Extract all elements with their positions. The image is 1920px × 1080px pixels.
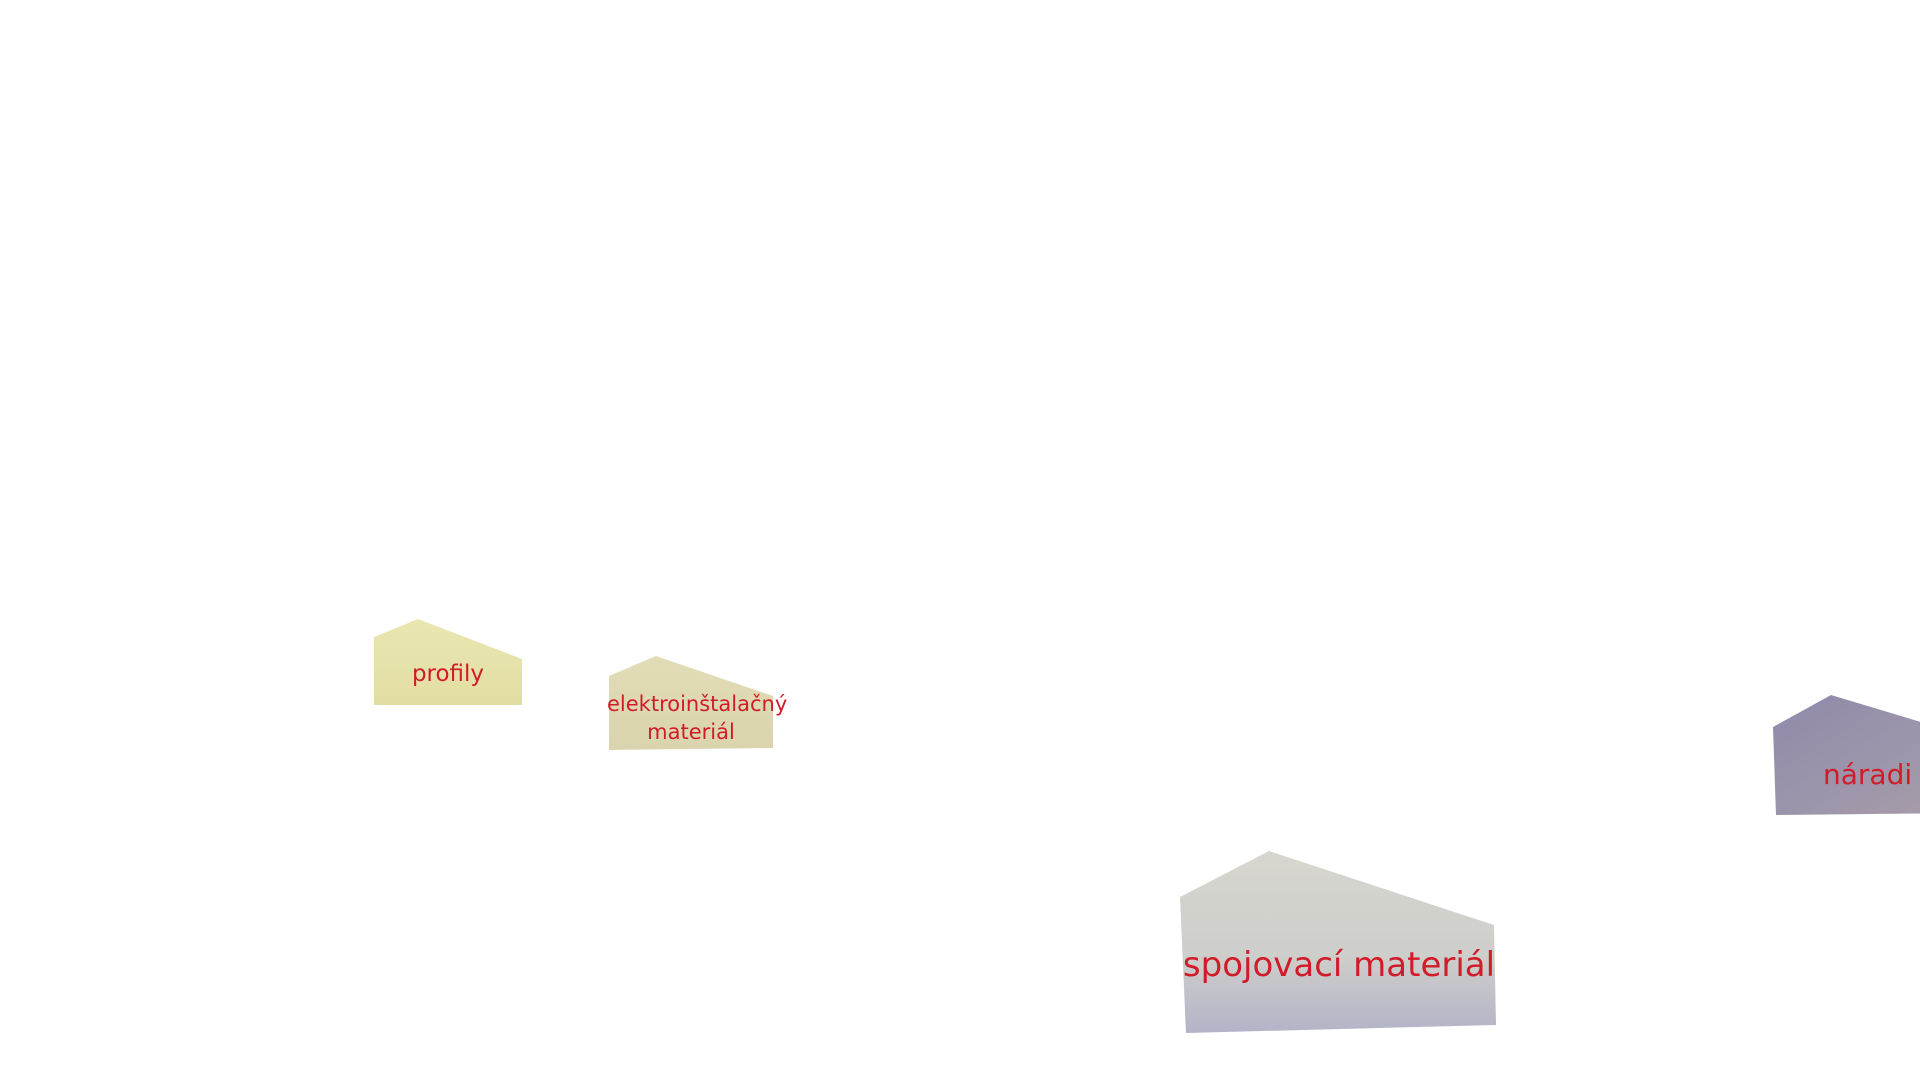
sign-label-elektro-line1: elektroinštalačný	[607, 692, 788, 716]
sign-label-elektro-line2: materiál	[647, 719, 735, 744]
house-shape-profily	[374, 619, 522, 705]
sign-label-elektro: elektroinštalačný materiál	[607, 691, 788, 746]
house-shape-spojovaci	[1180, 851, 1496, 1033]
house-shape-naradie	[1773, 695, 1920, 815]
house-shape-elektro	[609, 656, 773, 750]
sign-elektroinstalacny-material: elektroinštalačný materiál	[607, 654, 788, 752]
sign-spojovaci-material: spojovací materiál	[1178, 849, 1500, 1035]
sign-label-spojovaci: spojovací materiál	[1182, 945, 1496, 985]
sign-naradie: náradi	[1771, 693, 1920, 817]
sign-label-profily: profily	[411, 661, 485, 687]
sign-profily: profily	[372, 617, 524, 707]
sign-label-naradie: náradi	[1823, 758, 1913, 791]
